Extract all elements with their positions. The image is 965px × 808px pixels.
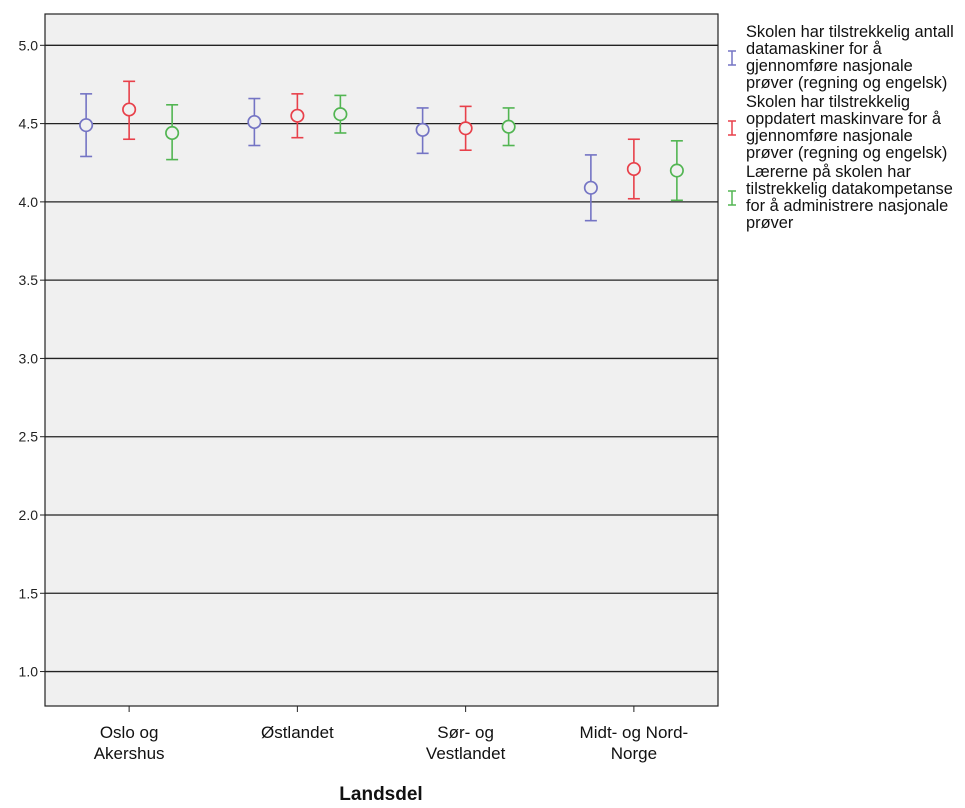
error-bar xyxy=(290,93,305,139)
series-3 xyxy=(165,94,684,202)
mean-marker xyxy=(501,119,516,134)
x-tick-label: Midt- og Nord- xyxy=(580,723,689,742)
x-axis-title: Landsdel xyxy=(339,784,422,805)
error-bar xyxy=(626,138,641,200)
error-bar xyxy=(122,80,137,141)
legend-label: Skolen har tilstrekkelig antall datamask… xyxy=(746,23,954,92)
y-tick-label: 4.0 xyxy=(19,194,39,210)
y-tick-label: 1.0 xyxy=(19,664,39,680)
mean-marker xyxy=(333,107,348,122)
y-tick-label: 3.5 xyxy=(19,272,39,288)
error-bar xyxy=(501,107,516,147)
x-tick-label: Norge xyxy=(611,744,657,763)
mean-marker xyxy=(583,180,598,195)
y-tick-label: 2.5 xyxy=(19,429,39,445)
legend-errorbar-icon xyxy=(728,120,736,136)
x-tick-label: Vestlandet xyxy=(426,744,506,763)
error-bar xyxy=(165,104,180,161)
mean-marker xyxy=(626,161,641,177)
mean-marker xyxy=(247,114,262,130)
mean-marker xyxy=(458,121,473,136)
y-tick-label: 2.0 xyxy=(19,507,39,523)
x-tick-label: Sør- og xyxy=(437,723,494,742)
plot-area xyxy=(44,13,719,707)
y-axis: 1.0 1.5 2.0 2.5 3.0 3.5 4.0 4.5 5.0 xyxy=(19,37,45,680)
error-bars xyxy=(79,80,684,222)
x-tick-label: Østlandet xyxy=(261,723,334,742)
error-bar xyxy=(415,107,430,155)
x-tick-label: Akershus xyxy=(94,744,165,763)
legend: Skolen har tilstrekkelig antall datamask… xyxy=(722,24,962,234)
x-axis: Oslo og Akershus Østlandet Sør- og Vestlande… xyxy=(94,706,689,763)
legend-errorbar-icon xyxy=(728,50,736,66)
error-bar xyxy=(458,105,473,152)
error-bar xyxy=(583,154,598,222)
legend-errorbar-icon xyxy=(728,190,736,206)
error-bar xyxy=(669,140,684,202)
y-tick-label: 3.0 xyxy=(19,350,39,366)
legend-item: Lærerne på skolen har tilstrekkelig data… xyxy=(722,164,962,232)
mean-marker xyxy=(165,125,180,141)
legend-label: Lærerne på skolen har tilstrekkelig data… xyxy=(746,163,953,232)
error-bar xyxy=(247,97,262,147)
x-tick-label: Oslo og xyxy=(100,723,159,742)
mean-marker xyxy=(415,122,430,137)
error-bar xyxy=(333,94,348,134)
series-1 xyxy=(79,93,598,222)
error-bar xyxy=(79,93,94,158)
mean-marker xyxy=(122,102,137,117)
y-tick-label: 1.5 xyxy=(19,585,39,601)
mean-marker xyxy=(290,108,305,123)
legend-item: Skolen har tilstrekkelig oppdatert maski… xyxy=(722,94,962,162)
y-tick-label: 4.5 xyxy=(19,116,39,132)
gridlines xyxy=(45,44,718,673)
mean-marker xyxy=(669,163,684,178)
y-tick-label: 5.0 xyxy=(19,37,39,53)
legend-item: Skolen har tilstrekkelig antall datamask… xyxy=(722,24,962,92)
mean-marker xyxy=(79,118,94,133)
legend-label: Skolen har tilstrekkelig oppdatert maski… xyxy=(746,93,948,162)
series-2 xyxy=(122,80,641,200)
